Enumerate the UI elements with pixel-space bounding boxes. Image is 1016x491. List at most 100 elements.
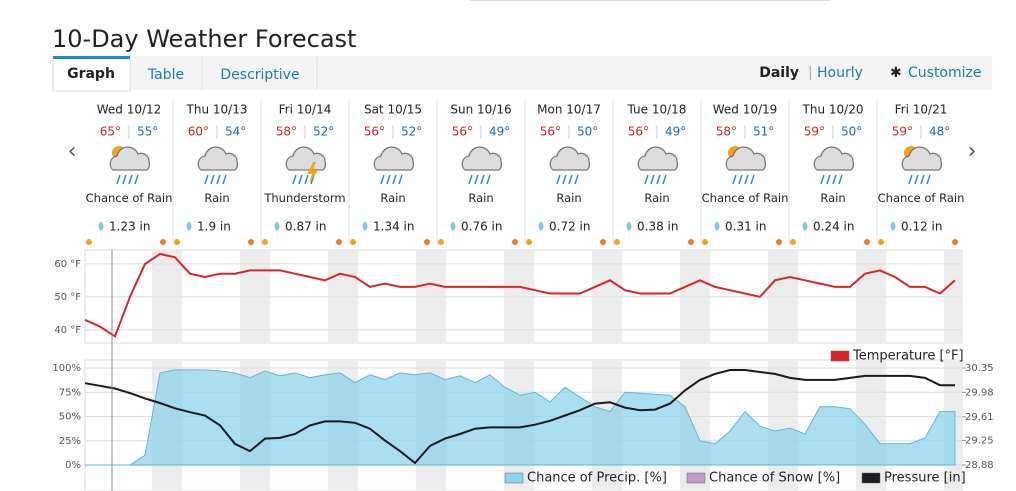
day-column: Mon 10/17 56° 50° Rain 0.72 in [524,100,606,245]
rain-drop [920,174,925,185]
sunset-icon [248,239,254,245]
precip-amount: 0.76 in [461,220,502,234]
day-column: Fri 10/14 58° 52° Thunderstorm 0.87 in [260,100,346,245]
day-date: Wed 10/19 [713,103,778,117]
drop-icon [98,221,104,231]
tab[interactable]: Table [147,67,184,83]
rain-drop [380,174,385,185]
rain-drop [480,174,485,185]
sunrise-icon [878,239,884,245]
sunrise-icon [350,239,356,245]
rain-drop [732,174,737,185]
separator: | [808,65,813,81]
rain-drop [386,174,391,185]
day-column: Fri 10/21 59° 48° Chance of Rain 0.12 in [876,100,965,245]
high-temp: 56° [452,125,473,139]
y-tick-label: 60 °F [54,259,81,270]
low-temp: 52° [313,125,334,139]
prev-arrow[interactable]: ‹ [68,139,77,164]
low-temp: 49° [665,125,686,139]
y2-tick-label: 30.35 [965,363,994,374]
drop-icon [714,221,720,231]
condition-box: Rain [556,192,582,205]
rain-drop [908,174,913,185]
cloud [197,146,239,171]
drop-icon [186,221,192,231]
precip-amount: 0.38 in [637,220,678,234]
low-temp: 49° [489,125,510,139]
legend-label: Chance of Precip. [%] [527,471,667,486]
day-column: Tue 10/18 56° 49° Rain 0.38 in [612,100,694,245]
day-date: Thu 10/13 [186,103,248,117]
rain-drop [568,174,573,185]
sunset-icon [776,239,782,245]
daily-link[interactable]: Daily [759,65,799,81]
rain-drop [644,174,649,185]
sunset-icon [688,239,694,245]
precip-amount: 0.12 in [901,220,942,234]
tab[interactable]: Graph [67,66,115,82]
day-date: Fri 10/14 [279,103,332,117]
sunset-icon [512,239,518,245]
legend-swatch [504,472,524,484]
sunrise-icon [262,239,268,245]
tab-active[interactable] [52,56,131,92]
bolt [307,162,318,184]
condition-box: Thunderstorm [264,192,346,205]
y-tick-label: 0% [65,460,81,471]
condition: Rain [644,192,670,205]
day-column: Sun 10/16 56° 49° Rain 0.76 in [436,100,518,245]
high-temp: 56° [540,125,561,139]
drop-icon [802,221,808,231]
high-temp: 59° [892,125,913,139]
high-temp: 60° [188,125,209,139]
rain-drop [304,174,309,185]
drop-icon [538,221,544,231]
condition-box: Rain [820,192,845,204]
rain-drop [116,174,121,185]
rain-drop [222,174,227,185]
rain-drop [750,174,755,185]
rain-drop [820,174,825,185]
rain-drop [744,174,749,185]
precip-amount: 1.23 in [109,220,150,234]
sunrise-icon [614,239,620,245]
next-arrow[interactable]: › [968,139,977,164]
sunrise-icon [702,239,708,245]
rain-drop [474,174,479,185]
condition: Chance of Rain [877,192,965,205]
high-temp: 58° [276,125,297,139]
drop-icon [626,221,632,231]
condition-box: Rain [204,192,229,204]
day-date: Sun 10/16 [450,103,511,117]
rain-drop [298,174,303,185]
sunset-icon [160,239,166,245]
series-line [84,252,956,338]
precip-amount: 0.31 in [725,220,766,234]
tab-indicator [53,56,130,59]
gear-icon: ✱ [890,65,902,81]
day-date: Wed 10/12 [97,103,162,117]
low-temp: 50° [841,125,862,139]
hourly-link[interactable]: Hourly [817,65,863,81]
customize-link[interactable]: Customize [908,65,982,81]
condition-box: Rain [468,192,493,204]
precip-amount: 1.9 in [197,220,231,234]
day-column: Wed 10/19 58° 51° Chance of Rain 0.31 in [700,100,788,245]
day-date: Sat 10/15 [364,103,422,117]
condition: Rain [556,192,582,205]
legend-label: Chance of Snow [%] [709,471,840,486]
high-temp: 59° [804,125,825,139]
rain-drop [574,174,579,185]
low-temp: 50° [577,125,598,139]
rain-drop [204,174,209,185]
cloud [637,146,679,171]
rain-drop [926,174,931,185]
condition: Thunderstorm [264,192,346,205]
sunset-icon [424,239,430,245]
day-column: Wed 10/12 65° 55° Chance of Rain 1.23 in [86,103,172,245]
legend-label: Temperature [°F] [852,349,964,364]
tab[interactable]: Descriptive [220,67,299,83]
y-tick-label: 25% [59,436,81,447]
